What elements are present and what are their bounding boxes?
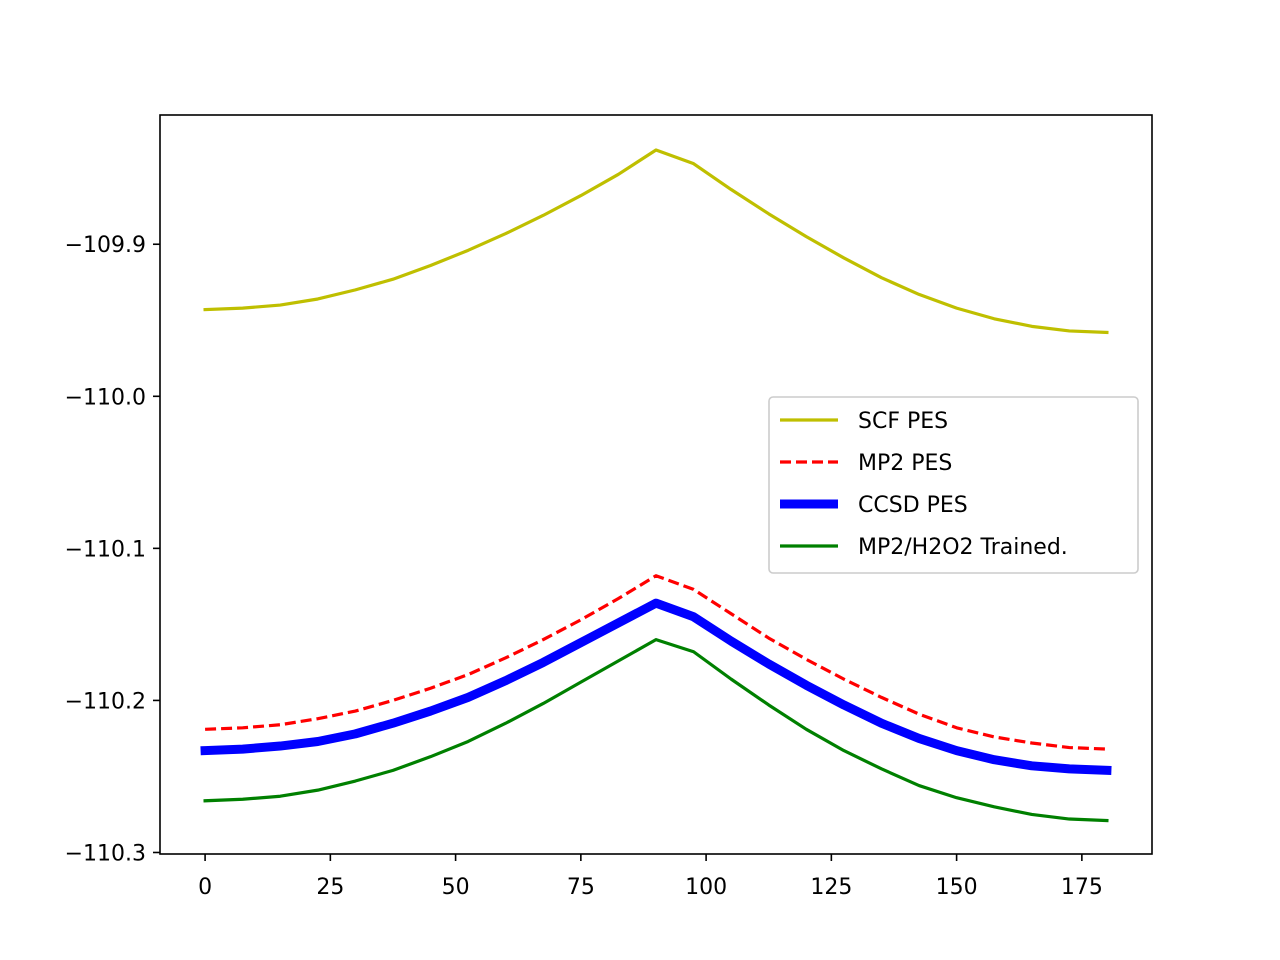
y-axis: −109.9 −110.0 −110.1 −110.2 −110.3: [65, 233, 160, 866]
y-tick-label: −110.1: [65, 537, 146, 562]
y-tick-label: −110.2: [65, 689, 146, 714]
series-line-1: [203, 148, 1109, 335]
x-axis: 0 25 50 75 100 125 150 175: [198, 854, 1103, 900]
legend-label: MP2/H2O2 Trained.: [858, 535, 1068, 560]
plot-area: [200, 148, 1112, 823]
axes-frame: [159, 114, 1153, 855]
legend: SCF PES MP2 PES CCSD PES MP2/H2O2 Trained.: [768, 396, 1139, 574]
x-tick-label: 25: [316, 875, 344, 900]
x-tick-label: 175: [1061, 875, 1103, 900]
series-line-2: [205, 574, 1107, 751]
x-tick-label: 125: [810, 875, 852, 900]
legend-label: CCSD PES: [858, 493, 968, 518]
x-tick-label: 100: [685, 875, 727, 900]
x-tick-label: 75: [567, 875, 595, 900]
x-tick-label: 50: [442, 875, 470, 900]
y-tick-label: −110.0: [65, 385, 146, 410]
x-tick-label: 0: [198, 875, 212, 900]
legend-label: MP2 PES: [858, 451, 952, 476]
series-line-4: [203, 637, 1109, 823]
legend-box: [768, 396, 1139, 574]
series-line-3: [200, 598, 1112, 776]
x-tick-label: 150: [936, 875, 978, 900]
legend-label: SCF PES: [858, 409, 948, 434]
y-tick-label: −110.3: [65, 841, 146, 866]
y-tick-label: −109.9: [65, 233, 146, 258]
